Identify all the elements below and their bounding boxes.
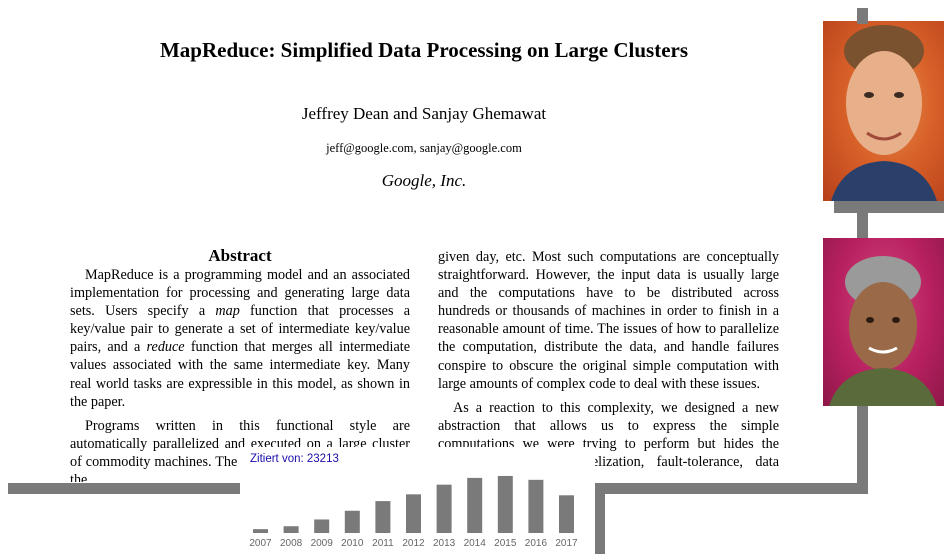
citation-chart[interactable]: Zitiert von: 23213 2007 2008 2009 2010 2011 2…	[240, 447, 595, 554]
intro-paragraph-1: given day, etc. Most such computations a…	[438, 249, 779, 392]
citation-bar-2007	[253, 529, 268, 533]
abstract-column-left: MapReduce is a programming model and an …	[70, 266, 410, 482]
year-tick-label: 2013	[433, 538, 456, 549]
citation-bar-2014	[467, 477, 483, 533]
year-tick-label: 2016	[525, 538, 548, 549]
connector-bar	[594, 483, 605, 554]
connector-bar	[857, 8, 868, 24]
citation-bar-2017	[559, 495, 574, 533]
citation-chart-svg: 2007 2008 2009 2010 2011 2012 2013 2014 2015 2016…	[249, 475, 578, 549]
text-run-italic: map	[215, 303, 240, 320]
year-tick-label: 2014	[464, 538, 487, 549]
author-photo-sanjay-ghemawat[interactable]	[823, 238, 944, 406]
citation-bar-2015	[497, 475, 513, 533]
portrait-graphic	[831, 25, 937, 201]
citation-bar-2012	[406, 494, 421, 533]
year-tick-label: 2012	[402, 538, 425, 549]
text-run: MapReduce is a programming model and an …	[70, 267, 410, 320]
year-tick-label: 2010	[341, 538, 364, 549]
paper-authors: Jeffrey Dean and Sanjay Ghemawat	[301, 104, 547, 123]
year-tick-label: 2009	[311, 538, 334, 549]
text-run: function that merges all intermediate va…	[70, 339, 410, 410]
citation-bar-2016	[528, 479, 544, 533]
portrait-graphic	[829, 256, 937, 406]
year-tick-label: 2015	[494, 538, 517, 549]
year-tick-label: 2011	[372, 538, 394, 549]
citation-bar-2010	[344, 510, 360, 533]
year-tick-label: 2008	[280, 538, 303, 549]
abstract-paragraph-1: MapReduce is a programming model and an …	[70, 266, 410, 411]
text-run: function that processes a key/value pair…	[70, 303, 410, 356]
citation-count-link[interactable]: Zitiert von: 23213	[250, 453, 339, 465]
year-tick-label: 2017	[555, 538, 578, 549]
citation-bar-2013	[436, 484, 452, 533]
paper-affiliation: Google, Inc.	[381, 171, 467, 190]
abstract-heading: Abstract	[208, 246, 272, 265]
text-run-italic: reduce	[146, 339, 185, 356]
citation-bar-2008	[283, 526, 299, 533]
connector-bar	[8, 483, 240, 494]
connector-bar	[594, 483, 868, 494]
paper-emails: jeff@google.com, sanjay@google.com	[326, 141, 522, 155]
year-tick-label: 2007	[249, 538, 272, 549]
citation-bar-2009	[314, 519, 330, 533]
paper-title: MapReduce: Simplified Data Processing on…	[159, 38, 689, 62]
author-photo-jeffrey-dean[interactable]	[823, 21, 944, 201]
connector-bar	[857, 406, 868, 492]
citation-bar-2011	[375, 501, 391, 533]
connector-bar	[834, 201, 944, 213]
connector-bar	[857, 201, 868, 238]
